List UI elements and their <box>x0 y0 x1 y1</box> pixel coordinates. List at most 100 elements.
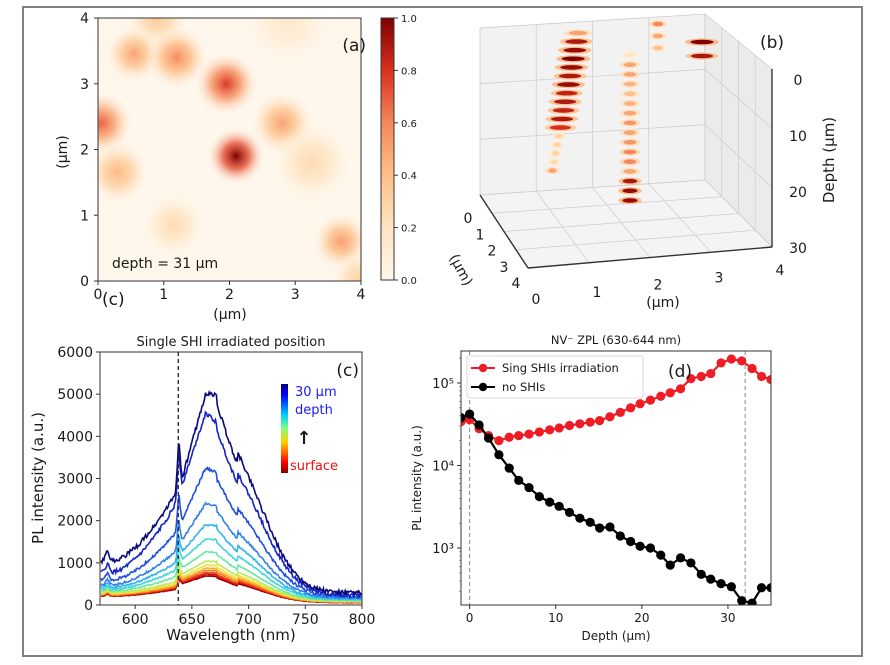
y-tick-label: 0 <box>84 598 93 614</box>
data-point <box>665 388 675 398</box>
3d-slice <box>549 125 572 130</box>
depth-annotation: depth = 31 μm <box>112 256 218 272</box>
3d-gridlines <box>479 17 773 263</box>
heatmap-spot <box>271 122 353 204</box>
3d-slice <box>548 168 557 173</box>
x-tick-label: 750 <box>292 612 319 628</box>
x-tick-label: 3 <box>291 287 300 303</box>
data-point <box>494 436 504 446</box>
data-point <box>605 412 615 422</box>
y-tick-label: 3000 <box>57 472 93 488</box>
x-tick-label: 10 <box>548 611 563 625</box>
data-point <box>747 363 757 374</box>
data-point <box>534 491 544 502</box>
depth-colorbar <box>281 384 288 473</box>
heatmap-xlabel: (μm) <box>213 307 246 323</box>
y-tick-label: 3 <box>80 77 89 93</box>
3d-x-tick-label: 3 <box>715 270 724 286</box>
3d-slice <box>623 110 637 116</box>
spectra-lines <box>100 389 362 604</box>
grid-line <box>704 124 773 188</box>
heatmap-ticks: 0 1 2 3 4 0 1 2 3 4 <box>80 11 365 303</box>
3d-y-tick-label: 3 <box>500 260 509 276</box>
heatmap-spot <box>145 25 209 90</box>
panel-label-c: (c) <box>336 361 359 381</box>
3d-slice <box>623 149 637 155</box>
grid-line <box>479 124 706 140</box>
y-tick-label: 1 <box>80 208 89 224</box>
data-point <box>554 423 564 433</box>
data-point <box>716 358 726 368</box>
data-point <box>756 371 767 382</box>
data-point <box>585 417 595 427</box>
3d-x-tick-label: 4 <box>776 263 785 279</box>
3d-x-tick-label: 1 <box>593 285 602 301</box>
3d-slice <box>550 159 558 165</box>
spectra-ticks: 600 650 700 750 800 0 1000 2000 3000 4000 5000 6000 <box>57 345 375 628</box>
3d-zlabel: Depth (μm) <box>820 117 838 203</box>
data-point <box>514 475 524 485</box>
grid-line <box>704 69 773 129</box>
data-point <box>575 419 585 429</box>
data-point <box>686 558 696 568</box>
3d-slice <box>555 90 578 96</box>
data-point <box>737 356 747 366</box>
legend-box <box>466 355 644 399</box>
data-point <box>675 553 686 563</box>
3d-x-axis <box>527 246 773 269</box>
legend-marker-irradiation <box>478 363 488 373</box>
data-point <box>595 523 605 533</box>
y-tick-label: 5000 <box>57 387 93 403</box>
x-tick-label: 650 <box>179 612 206 628</box>
3d-slice <box>563 47 587 53</box>
panel-label-d: (d) <box>668 362 692 382</box>
3d-y-axis <box>479 194 529 269</box>
data-point <box>564 420 575 431</box>
x-tick-label: 0 <box>466 611 474 625</box>
3d-slice <box>623 169 637 174</box>
y-tick-label: 10⁵ <box>432 377 454 392</box>
data-point <box>645 395 656 405</box>
data-point <box>504 432 514 442</box>
data-point <box>575 513 585 523</box>
3d-slice <box>555 133 563 139</box>
3d-y-tick-label: 1 <box>476 227 485 243</box>
3d-xlabel: (μm) <box>646 295 679 311</box>
data-point <box>726 354 736 364</box>
data-point <box>756 583 767 593</box>
3d-slice <box>624 91 636 97</box>
x-tick-label: 0 <box>94 287 103 303</box>
data-point <box>626 403 636 413</box>
3d-slice <box>624 101 636 106</box>
heatmap-spots <box>98 18 361 281</box>
data-point <box>686 373 696 384</box>
3d-slice <box>622 188 638 194</box>
3d-slice <box>623 62 637 67</box>
spectrum-line <box>100 523 362 601</box>
3d-spots <box>544 20 719 205</box>
3d-y-tick-label: 4 <box>512 276 521 292</box>
grid-line <box>515 229 756 251</box>
3d-slice <box>624 81 636 87</box>
zpl-title: NV⁻ ZPL (630-644 nm) <box>551 333 681 347</box>
y-tick-label: 6000 <box>57 345 93 361</box>
data-point <box>504 463 514 473</box>
heatmap-spot <box>141 193 206 257</box>
data-point <box>656 391 666 401</box>
colorbar-ticks: 0.0 0.2 0.4 0.6 0.8 1.0 <box>394 14 417 287</box>
3d-slice <box>551 151 560 156</box>
y-tick-label: 0 <box>80 274 89 290</box>
x-tick-label: 700 <box>235 612 262 628</box>
x-tick-label: 2 <box>225 287 234 303</box>
data-point <box>635 541 645 551</box>
3d-slice <box>623 72 637 77</box>
x-tick-label: 30 <box>720 611 735 625</box>
grid-line <box>503 213 739 232</box>
x-tick-label: 600 <box>122 612 149 628</box>
zpl-ticks: 0 10 20 30 10³ 10⁴ 10⁵ <box>432 357 736 625</box>
data-point <box>524 482 534 493</box>
y-tick-label: 2 <box>80 143 89 159</box>
